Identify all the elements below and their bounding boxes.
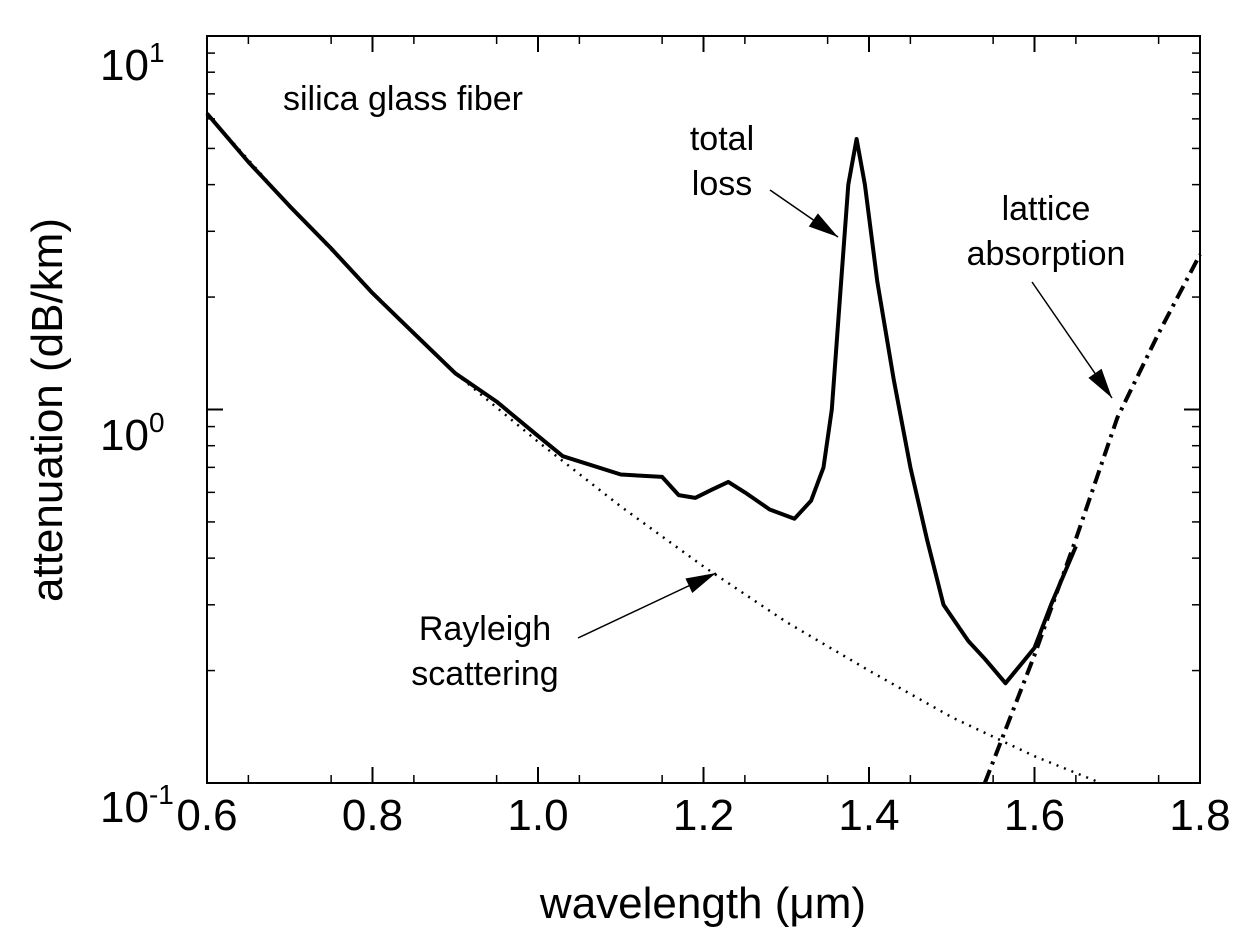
- series-rayleigh-scattering: [206, 112, 1102, 785]
- annotation-lattice: lattice absorption: [967, 190, 1126, 273]
- series-layer: [205, 112, 1202, 785]
- total-loss-arrow-head: [808, 213, 838, 237]
- lattice-arrow-head: [1088, 368, 1112, 398]
- y-axis-title: attenuation (dB/km): [23, 218, 72, 602]
- x-tick-label-1: 0.8: [342, 791, 403, 840]
- x-tick-label-4: 1.4: [838, 791, 899, 840]
- x-tick-label-2: 1.0: [507, 791, 568, 840]
- annotation-fiber: silica glass fiber: [283, 80, 523, 118]
- y-tick-label-0: 101: [100, 37, 165, 90]
- series-lattice-absorption: [982, 253, 1202, 784]
- y-tick-label-2: 10-1: [100, 779, 174, 832]
- annotation-arrows: [577, 189, 1113, 639]
- rayleigh-arrow-head: [685, 573, 716, 594]
- series-total-loss: [205, 112, 1078, 686]
- x-tick-label-3: 1.2: [673, 791, 734, 840]
- annotation-total: total loss: [690, 120, 754, 203]
- x-axis-title: wavelength (μm): [539, 879, 866, 928]
- y-tick-label-1: 100: [100, 407, 165, 460]
- x-tick-label-5: 1.6: [1004, 791, 1065, 840]
- tick-marks: [206, 35, 1201, 784]
- x-tick-label-0: 0.6: [176, 791, 237, 840]
- x-tick-label-6: 1.8: [1169, 791, 1230, 840]
- annotation-rayleigh: Rayleigh scattering: [411, 610, 558, 693]
- labels: 0.6 0.8 1.0 1.2 1.4 1.6 1.8 101 100 10-1 wavelengt…: [23, 37, 1231, 928]
